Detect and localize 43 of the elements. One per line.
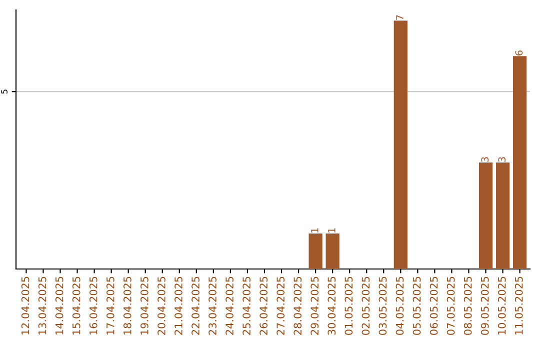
data-label: 1	[328, 228, 336, 232]
x-tick-label: 25.04.2025	[242, 276, 250, 335]
x-tick-label: 05.05.2025	[412, 276, 421, 335]
x-tick-label: 12.04.2025	[21, 276, 30, 334]
x-tick-label: 01.05.2025	[344, 276, 353, 335]
x-tick-label: 11.05.2025	[514, 276, 523, 334]
bar	[308, 234, 322, 269]
x-tick-label: 22.04.2025	[192, 276, 200, 335]
data-label: 3	[498, 157, 506, 162]
x-tick-label: 20.04.2025	[158, 276, 166, 335]
x-tick-label: 21.04.2025	[174, 276, 182, 335]
x-tick-label: 02.05.2025	[362, 276, 370, 335]
bar	[478, 162, 493, 269]
x-tick-label: 18.04.2025	[123, 276, 132, 334]
x-tick-label: 24.04.2025	[226, 276, 234, 335]
x-tick-label: 17.04.2025	[106, 276, 114, 334]
y-tick-label: 5	[1, 90, 8, 94]
x-tick-label: 04.05.2025	[396, 276, 404, 335]
x-tick-label: 23.04.2025	[208, 276, 216, 335]
x-tick-label: 13.04.2025	[38, 276, 46, 334]
x-tick-label: 28.04.2025	[294, 276, 302, 335]
x-tick-label: 14.04.2025	[55, 276, 64, 334]
x-tick-label: 09.05.2025	[480, 276, 489, 335]
x-tick-label: 19.04.2025	[140, 276, 148, 334]
data-label: 6	[515, 50, 523, 56]
x-tick-label: 30.04.2025	[328, 276, 336, 335]
x-tick-label: 07.05.2025	[446, 276, 455, 335]
x-tick-label: 03.05.2025	[378, 276, 387, 335]
data-label: 7	[396, 15, 404, 20]
bar	[496, 162, 510, 269]
bar	[512, 56, 527, 269]
data-label: 1	[311, 228, 318, 232]
x-tick-label: 06.05.2025	[430, 276, 438, 335]
x-tick-label: 26.04.2025	[260, 276, 268, 335]
bar	[394, 20, 408, 269]
x-tick-label: 10.05.2025	[498, 276, 506, 334]
x-tick-label: 29.04.2025	[310, 276, 319, 335]
data-label: 3	[481, 157, 489, 162]
x-tick-label: 27.04.2025	[276, 276, 285, 335]
x-tick-label: 16.04.2025	[89, 276, 98, 334]
x-tick-label: 08.05.2025	[464, 276, 472, 335]
bar	[326, 234, 340, 269]
x-tick-label: 15.04.2025	[72, 276, 80, 334]
